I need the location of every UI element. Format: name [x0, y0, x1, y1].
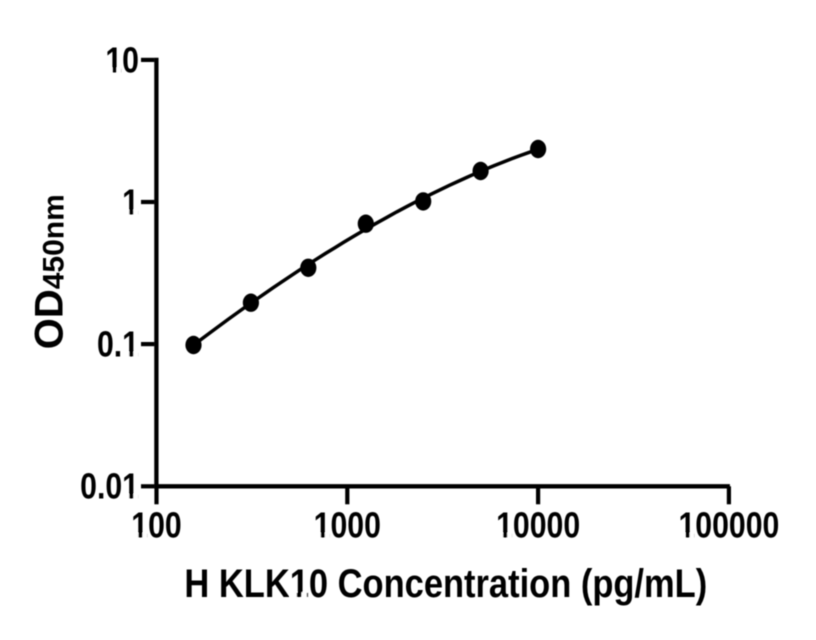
svg-text:0.1: 0.1	[97, 325, 139, 365]
svg-text:100: 100	[131, 506, 181, 546]
svg-text:H KLK10 Concentration (pg/mL): H KLK10 Concentration (pg/mL)	[184, 561, 707, 606]
svg-text:10000: 10000	[496, 506, 580, 546]
svg-text:0.01: 0.01	[80, 467, 139, 507]
svg-text:1: 1	[122, 183, 139, 223]
svg-text:10: 10	[105, 41, 139, 81]
svg-text:100000: 100000	[678, 506, 779, 546]
svg-text:1000: 1000	[314, 506, 381, 546]
